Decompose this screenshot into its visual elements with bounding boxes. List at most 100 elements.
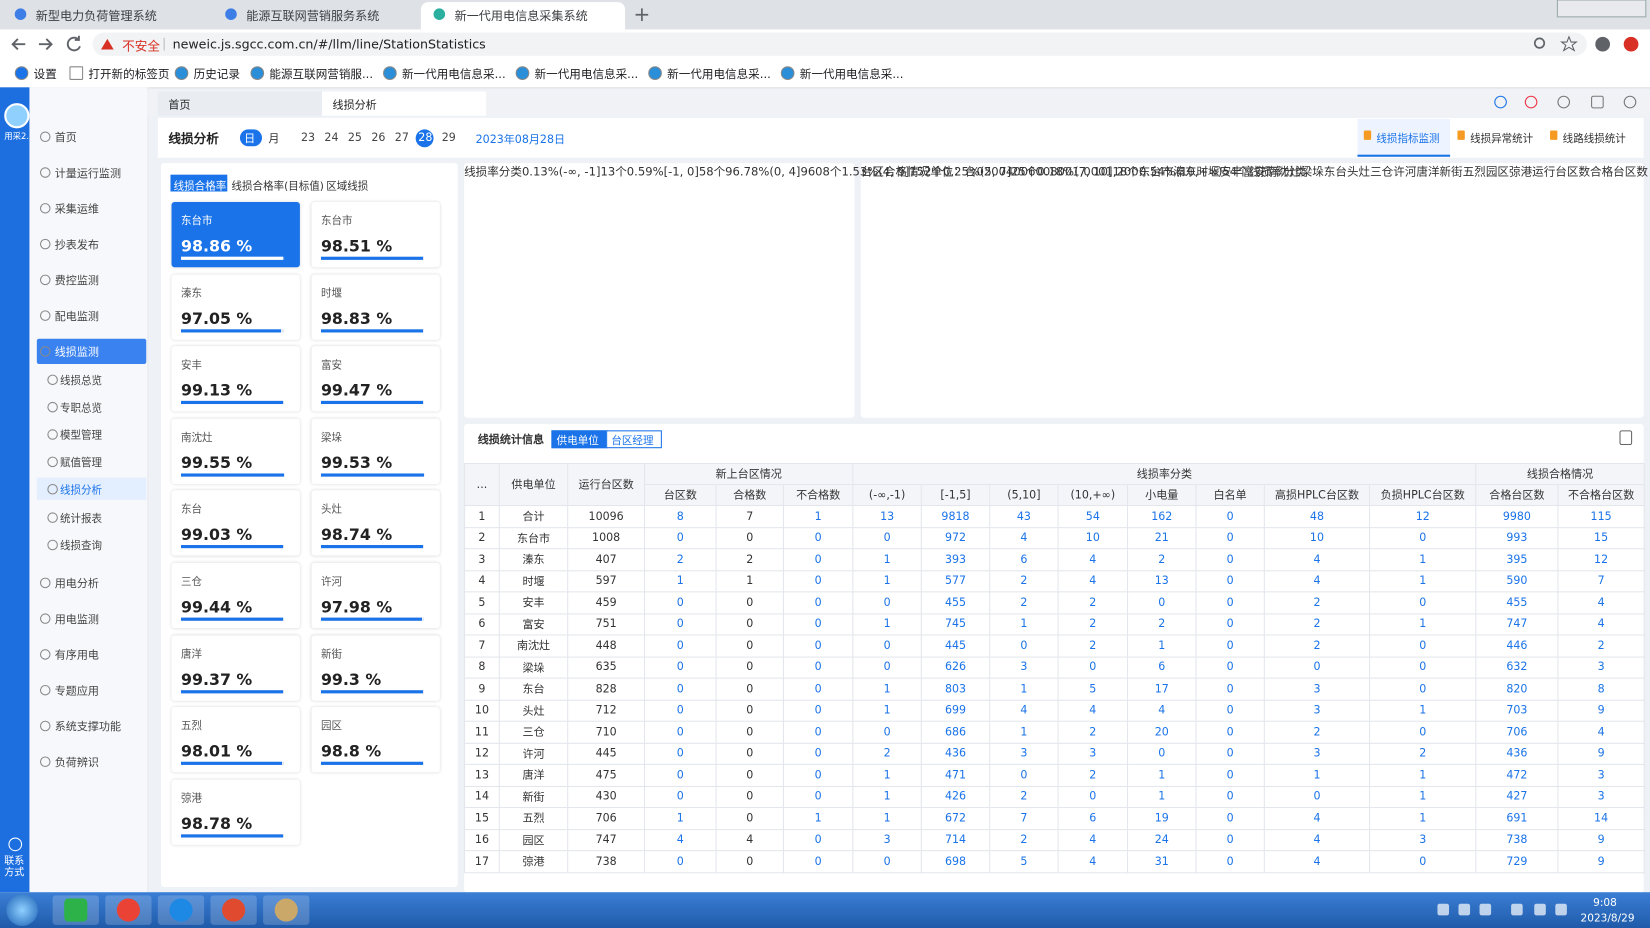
submenu-item[interactable]: 专职总览 [60,399,102,415]
submenu-item[interactable]: 模型管理 [60,426,102,442]
menu-icon [40,613,51,624]
zoom-icon[interactable] [1535,38,1544,47]
day-button[interactable]: 29 [442,132,456,145]
card-tab[interactable]: 区域线损 [326,177,368,193]
day-button[interactable]: 24 [324,132,338,145]
y-tick-label: 800 [1050,165,1072,179]
menu-item[interactable]: 负荷辨识 [55,754,99,770]
column-header: 白名单 [1196,485,1264,506]
reload-button[interactable] [68,36,80,51]
submenu-item[interactable]: 统计报表 [60,509,102,525]
day-button[interactable]: 25 [348,132,362,145]
back-button[interactable] [13,39,26,50]
day-button[interactable]: 26 [371,132,385,145]
forward-button[interactable] [39,39,52,50]
start-button[interactable] [6,894,38,926]
card-value: 98.74 % [321,525,392,544]
table-cell: 0 [1264,786,1369,808]
mode-button[interactable]: 日 [244,130,255,146]
new-tab-button[interactable] [636,8,649,21]
table-cell: 2 [990,570,1058,592]
y-tick-label: 200 [984,165,1006,179]
header-icon[interactable] [1525,96,1538,109]
day-button[interactable]: 23 [301,132,315,145]
submenu-item[interactable]: 线损分析 [60,481,102,497]
card-value: 97.98 % [321,598,392,617]
table-cell: 7 [990,808,1058,830]
contact[interactable]: 联系方式 [4,855,27,878]
mode-button[interactable]: 月 [268,130,279,146]
table-cell: 0 [1196,570,1264,592]
table-cell: 0 [1196,613,1264,635]
page-tab-label[interactable]: 线损分析 [333,97,377,113]
card-tab[interactable]: 线损合格率 [174,177,227,193]
menu-item[interactable]: 抄表发布 [55,237,99,253]
contact-icon[interactable] [8,838,22,852]
submenu-item[interactable]: 线损总览 [60,371,102,387]
header-icon[interactable] [1591,96,1604,109]
page-tab-label[interactable]: 首页 [168,97,190,113]
table-tab-label[interactable]: 供电单位 [557,431,599,447]
profile-icon[interactable] [1595,37,1610,52]
view-tab[interactable]: 线损异常统计 [1470,129,1533,145]
bookmark[interactable]: 能源互联网营销服... [269,65,373,82]
browser-tab-title[interactable]: 能源互联网营销服务系统 [246,7,379,24]
view-tab[interactable]: 线路线损统计 [1563,129,1626,145]
menu-item[interactable]: 系统支撑功能 [55,719,121,735]
table-cell: 1 [990,613,1058,635]
export-icon[interactable] [1619,430,1632,445]
table-cell: 828 [568,678,645,700]
header-icon[interactable] [1624,96,1637,109]
x-tick-label: 梁垛 [1301,165,1324,179]
menu-item[interactable]: 有序用电 [55,647,99,663]
card-value: 99.03 % [181,525,252,544]
menu-item[interactable]: 专题应用 [55,683,99,699]
bookmark[interactable]: 历史记录 [194,65,240,82]
bookmark[interactable]: 新一代用电信息采... [667,65,771,82]
menu-item[interactable]: 计量运行监测 [55,165,121,181]
bookmark[interactable]: 新一代用电信息采... [402,65,506,82]
browser-tab-title[interactable]: 新型电力负荷管理系统 [36,7,157,24]
menu-icon [40,310,51,321]
table-cell: 2 [1264,613,1369,635]
menu-item[interactable]: 线损监测 [55,344,99,360]
toolbar-date[interactable]: 2023年08月28日 [476,132,565,148]
table-tab-label[interactable]: 台区经理 [611,431,653,447]
view-tab[interactable]: 线损指标监测 [1376,129,1439,145]
header-icon[interactable] [1557,96,1570,109]
window-controls[interactable] [1557,0,1645,17]
star-icon[interactable] [1562,37,1577,51]
card-name: 唐洋 [181,645,202,661]
menu-item[interactable]: 费控监测 [55,273,99,289]
bookmark[interactable]: 设置 [34,65,57,82]
menu-icon [47,539,58,550]
card-tab[interactable]: 线损合格率(目标值) [232,177,324,193]
column-header: 负损HPLC台区数 [1370,485,1476,506]
menu-item[interactable]: 配电监测 [55,308,99,324]
bookmark[interactable]: 新一代用电信息采... [535,65,639,82]
table-cell: 2 [990,829,1058,851]
browser-tab-title[interactable]: 新一代用电信息采集系统 [455,7,588,24]
table-cell: 20 [1128,721,1196,743]
submenu-item[interactable]: 赋值管理 [60,454,102,470]
table-cell: 803 [921,678,989,700]
bookmark[interactable]: 新一代用电信息采... [800,65,904,82]
table-cell: 4 [1558,592,1644,614]
menu-item[interactable]: 用电分析 [55,576,99,592]
bookmark[interactable]: 打开新的标签页 [88,65,169,82]
bookmark-icon [15,66,29,80]
menu-item[interactable]: 采集运维 [55,201,99,217]
day-button[interactable]: 28 [418,132,432,145]
table-cell: 395 [1476,549,1558,571]
table-cell: 691 [1476,808,1558,830]
menu-item[interactable]: 用电监测 [55,611,99,627]
group-header: 运行台区数 [568,463,645,505]
header-icon[interactable] [1494,96,1507,109]
submenu-item[interactable]: 线损查询 [60,536,102,552]
menu-item[interactable]: 首页 [55,129,77,145]
day-button[interactable]: 27 [395,132,409,145]
menu-icon [40,275,51,286]
extension-icon[interactable] [1624,37,1639,52]
table-cell: 1 [853,700,921,722]
table-cell: 0 [783,764,852,786]
